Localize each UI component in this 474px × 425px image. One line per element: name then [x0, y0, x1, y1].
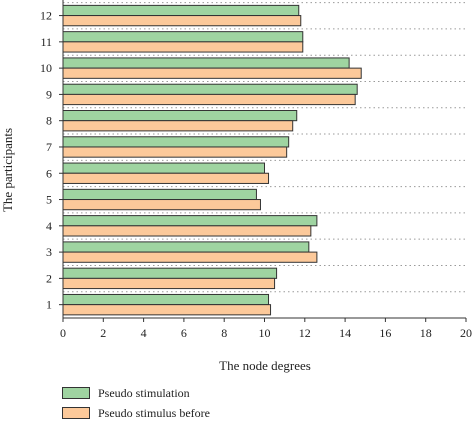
y-tick-label: 12 [40, 9, 52, 23]
axes [59, 0, 467, 322]
bar-pseudo-stimulation-9 [62, 83, 358, 95]
x-tick-label: 2 [100, 326, 106, 340]
bar-pseudo-stimulus-before-1 [62, 304, 272, 316]
bar-pseudo-stimulation-1 [62, 293, 270, 306]
bar-pseudo-stimulus-before-8 [62, 120, 294, 132]
legend-label-pseudo-stimulus-before: Pseudo stimulus before [98, 406, 210, 420]
bar-pseudo-stimulus-before-2 [62, 277, 276, 290]
bar-pseudo-stimulus-before-10 [62, 67, 362, 79]
y-tick-label: 3 [46, 245, 52, 259]
x-tick-label: 8 [221, 326, 227, 340]
y-tick-label: 10 [40, 61, 52, 75]
y-tick-label: 11 [40, 35, 52, 49]
x-tick-label: 10 [259, 326, 271, 340]
legend-label-pseudo-stimulation: Pseudo stimulation [98, 386, 190, 400]
y-tick-label: 2 [46, 271, 52, 285]
bar-pseudo-stimulation-11 [62, 31, 304, 43]
legend-swatch-pseudo-stimulation [62, 387, 90, 399]
bar-pseudo-stimulation-3 [62, 241, 310, 253]
x-tick-label: 18 [420, 326, 432, 340]
bar-pseudo-stimulation-8 [62, 109, 298, 122]
y-tick-label: 8 [46, 114, 52, 128]
y-tick-label: 1 [46, 298, 52, 312]
x-tick-label: 20 [460, 326, 472, 340]
y-tick-label: 7 [46, 140, 52, 154]
x-tick-label: 6 [181, 326, 187, 340]
bar-pseudo-stimulus-before-6 [62, 172, 270, 184]
bar-pseudo-stimulation-5 [62, 188, 257, 201]
x-tick-label: 16 [379, 326, 391, 340]
y-tick-label: 6 [46, 166, 52, 180]
legend-swatch-pseudo-stimulus-before [62, 407, 90, 419]
bar-pseudo-stimulus-before-12 [62, 15, 302, 27]
bar-pseudo-stimulation-2 [62, 267, 278, 279]
x-tick-label: 12 [299, 326, 311, 340]
bar-pseudo-stimulus-before-11 [62, 41, 304, 53]
bar-pseudo-stimulus-before-7 [62, 146, 288, 158]
bar-pseudo-stimulus-before-4 [62, 225, 312, 237]
bar-pseudo-stimulus-before-3 [62, 251, 318, 263]
y-tick-label: 5 [46, 193, 52, 207]
x-tick-label: 14 [339, 326, 351, 340]
bar-pseudo-stimulus-before-5 [62, 199, 261, 211]
bar-pseudo-stimulation-6 [62, 162, 265, 174]
bar-pseudo-stimulation-7 [62, 136, 290, 148]
bar-pseudo-stimulation-10 [62, 57, 350, 69]
y-tick-label: 9 [46, 87, 52, 101]
x-tick-label: 4 [141, 326, 147, 340]
bar-pseudo-stimulation-12 [62, 4, 300, 17]
bar-pseudo-stimulus-before-9 [62, 93, 356, 106]
y-tick-label: 4 [46, 219, 52, 233]
bar-pseudo-stimulation-4 [62, 215, 318, 227]
bars [62, 4, 362, 316]
y-axis-title: The participants [0, 128, 15, 212]
x-tick-label: 0 [60, 326, 66, 340]
x-axis-title: The node degrees [219, 358, 311, 373]
